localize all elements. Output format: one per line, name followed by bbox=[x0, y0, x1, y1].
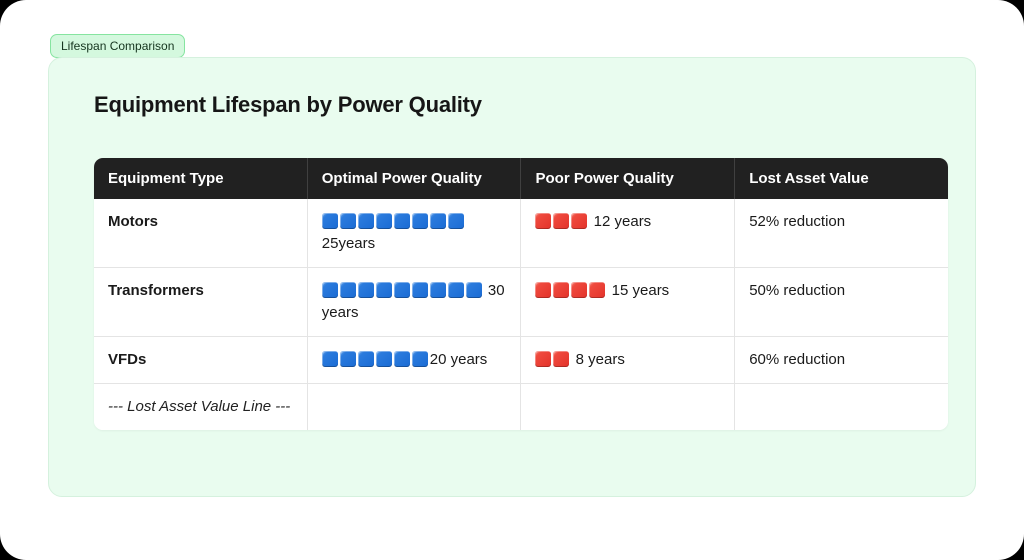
blue-square-icon bbox=[411, 351, 428, 367]
column-header-4: Lost Asset Value bbox=[734, 158, 948, 199]
red-square-icon bbox=[553, 282, 570, 298]
empty-cell bbox=[734, 383, 948, 430]
blue-square-icon bbox=[411, 213, 428, 229]
note-row: --- Lost Asset Value Line --- bbox=[94, 383, 948, 430]
red-square-icon bbox=[553, 213, 570, 229]
lost-asset-value-cell: 60% reduction bbox=[734, 336, 948, 384]
blue-square-icon bbox=[393, 282, 410, 298]
table-row: Motors 25years 12 years 52% reduction bbox=[94, 199, 948, 268]
column-header-1: Equipment Type bbox=[94, 158, 308, 199]
red-square-icon bbox=[535, 213, 552, 229]
blue-square-icon bbox=[321, 351, 338, 367]
blue-square-icon bbox=[339, 351, 356, 367]
table-row: VFDs 20 years 8 years 60% reduction bbox=[94, 336, 948, 384]
empty-cell bbox=[306, 383, 521, 430]
red-square-icon bbox=[535, 351, 552, 367]
optimal-quality-cell: 20 years bbox=[306, 336, 521, 384]
blue-square-icon bbox=[393, 351, 410, 367]
empty-cell bbox=[520, 383, 735, 430]
optimal-quality-cell: 30 years bbox=[306, 267, 521, 337]
red-square-icon bbox=[553, 351, 570, 367]
blue-square-icon bbox=[357, 282, 374, 298]
blue-square-icon bbox=[447, 213, 464, 229]
red-square-icon bbox=[571, 282, 588, 298]
lifespan-table-wrap: Equipment Type Optimal Power Quality Poor … bbox=[94, 158, 948, 430]
table-header-row: Equipment Type Optimal Power Quality Poor … bbox=[94, 158, 948, 199]
blue-square-icon bbox=[411, 282, 428, 298]
column-header-2: Optimal Power Quality bbox=[306, 158, 521, 199]
lost-asset-value-note: --- Lost Asset Value Line --- bbox=[94, 383, 308, 430]
blue-square-icon bbox=[357, 213, 374, 229]
lost-asset-value-cell: 52% reduction bbox=[734, 199, 948, 268]
red-square-icon bbox=[535, 282, 552, 298]
blue-square-icon bbox=[339, 282, 356, 298]
red-square-icon bbox=[571, 213, 588, 229]
table-body: Motors 25years 12 years 52% reduction Trans… bbox=[94, 199, 948, 430]
blue-square-icon bbox=[321, 282, 338, 298]
blue-square-icon bbox=[393, 213, 410, 229]
poor-quality-cell: 15 years bbox=[520, 267, 735, 337]
equipment-name-cell: Motors bbox=[108, 213, 158, 230]
blue-square-icon bbox=[447, 282, 464, 298]
blue-square-icon bbox=[375, 213, 392, 229]
column-header-3: Poor Power Quality bbox=[520, 158, 735, 199]
poor-quality-cell: 8 years bbox=[520, 336, 735, 384]
blue-square-icon bbox=[357, 351, 374, 367]
blue-square-icon bbox=[375, 282, 392, 298]
poor-quality-cell: 12 years bbox=[520, 199, 735, 268]
blue-square-icon bbox=[465, 282, 482, 298]
table-row: Transformers 30 years 15 years 50% reduct… bbox=[94, 267, 948, 337]
red-square-icon bbox=[589, 282, 606, 298]
equipment-name-cell: Transformers bbox=[94, 267, 308, 337]
blue-square-icon bbox=[429, 213, 446, 229]
blue-square-icon bbox=[375, 351, 392, 367]
lost-asset-value-cell: 50% reduction bbox=[734, 267, 948, 337]
optimal-quality-cell: 25years bbox=[306, 199, 521, 268]
lifespan-table: Equipment Type Optimal Power Quality Poor … bbox=[94, 158, 948, 430]
blue-square-icon bbox=[339, 213, 356, 229]
page-title: Equipment Lifespan by Power Quality bbox=[94, 92, 482, 117]
blue-square-icon bbox=[429, 282, 446, 298]
lifespan-comparison-badge: Lifespan Comparison bbox=[50, 34, 186, 58]
lifespan-panel: Equipment Lifespan by Power Quality Equi… bbox=[48, 57, 976, 497]
equipment-name-cell: VFDs bbox=[94, 336, 308, 384]
blue-square-icon bbox=[321, 213, 338, 229]
